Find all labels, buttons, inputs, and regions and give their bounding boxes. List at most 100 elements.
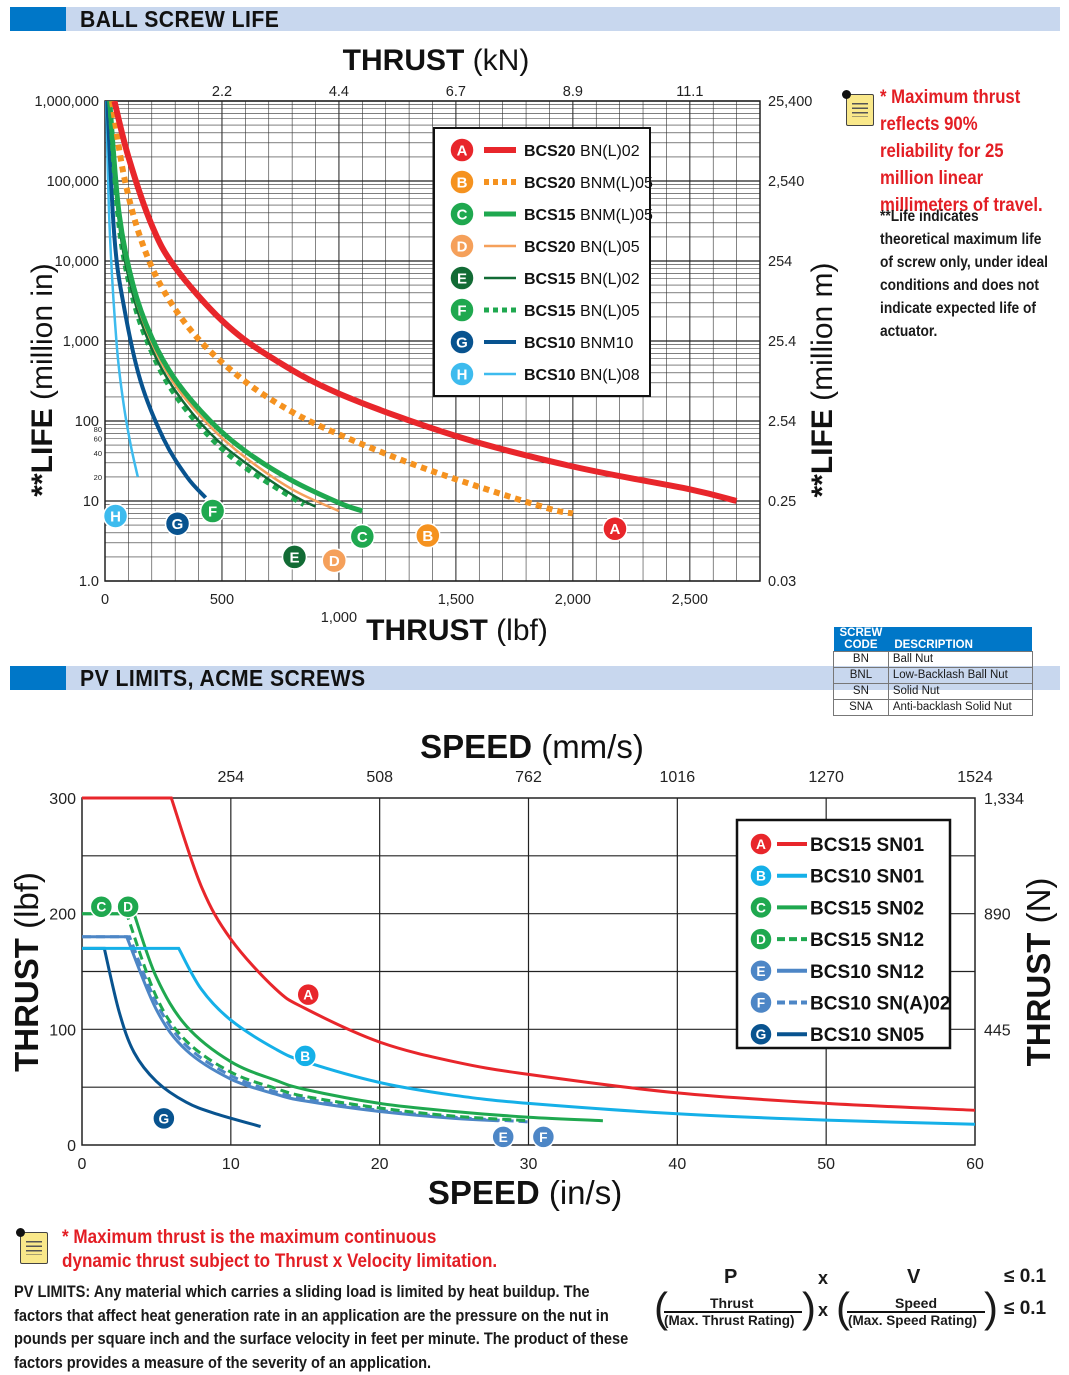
legend-label-rest: BNM(L)05	[576, 207, 653, 224]
formula-p: P	[724, 1266, 738, 1288]
top-tick-label: 1016	[660, 769, 696, 786]
right-tick-label: 2,540	[768, 174, 804, 190]
desc-cell: Ball Nut	[887, 651, 1033, 668]
y-axis-title-unit: (million in)	[26, 263, 59, 408]
right-tick-label: 25.4	[768, 334, 796, 350]
y-axis-title-bold: **LIFE	[806, 409, 839, 497]
legend-label-bold: BCS15	[524, 207, 576, 224]
formula-thrust: Thrust	[710, 1295, 754, 1311]
series-badge-letter: F	[539, 1130, 547, 1145]
series-badge-letter: A	[303, 988, 313, 1003]
y-axis-title-right: THRUST (N)	[1020, 878, 1057, 1067]
top-tick-label: 11.1	[676, 84, 703, 100]
series-badge-g	[449, 329, 475, 355]
y-tick-label: 100	[75, 414, 99, 430]
series-badge-letter: E	[457, 270, 467, 287]
desc-cell: Low-Backlash Ball Nut	[887, 667, 1033, 684]
series-badge-e	[281, 544, 308, 570]
series-badge-letter: E	[756, 964, 765, 979]
series-group	[105, 101, 738, 517]
life-section-header: BALL SCREW LIFE	[10, 7, 1060, 32]
y-minor-tick-label: 60	[94, 435, 102, 444]
top-tick-label: 762	[515, 769, 542, 786]
top-tick-label: 1270	[808, 769, 844, 786]
y-axis-title-unit: (million m)	[806, 262, 839, 409]
series-line-c	[82, 912, 603, 1123]
right-tick-label: 890	[984, 907, 1011, 924]
legend-label-bold: BCS15	[524, 303, 576, 320]
legend-label: BCS20 BN(L)05	[524, 239, 640, 256]
series-badge-letter: C	[457, 206, 468, 223]
series-badge-h	[449, 361, 475, 387]
y-tick-label: 1.0	[79, 574, 99, 590]
series-line-a	[82, 796, 975, 1112]
y-tick-label: 200	[49, 907, 76, 924]
series-badge-a	[449, 137, 475, 163]
series-line-h	[105, 101, 140, 478]
series-line-g	[105, 101, 208, 500]
series-badge-letter: H	[457, 366, 468, 383]
series-badge-letter: D	[756, 932, 766, 947]
legend-label: BCS10 SN05	[810, 1025, 924, 1046]
series-badge-f	[199, 498, 226, 524]
legend-label: BCS15 SN02	[810, 898, 924, 919]
x-axis-title-bold: THRUST	[366, 614, 488, 647]
legend-label: BCS10 SN(A)02	[810, 994, 950, 1015]
legend-label: BCS20 BNM(L)05	[524, 175, 653, 192]
series-badge-c	[749, 895, 773, 920]
y-axis-title-left: THRUST (lbf)	[8, 872, 45, 1072]
series-badge-e	[449, 265, 475, 291]
plot-frame	[104, 100, 761, 582]
legend-label-bold: BCS20	[524, 143, 576, 160]
paren-close-2: )	[984, 1284, 998, 1331]
paren-open-2: (	[836, 1284, 850, 1331]
series-badge-f	[749, 990, 773, 1015]
code-header: SCREW CODE	[833, 627, 889, 652]
x-axis-title-unit: (lbf)	[488, 614, 548, 647]
series-badge-letter: F	[757, 995, 765, 1010]
section-accent	[10, 666, 66, 690]
top-axis-title-bold: THRUST	[343, 44, 465, 77]
desc-header: DESCRIPTION	[888, 627, 1033, 652]
series-badge-letter: B	[300, 1049, 310, 1064]
legend-label-rest: BN(L)08	[576, 367, 640, 384]
table-row: BN Ball Nut	[833, 651, 1033, 668]
y-tick-label: 300	[49, 791, 76, 808]
legend-label-rest: BN(L)02	[576, 271, 640, 288]
paren-close-1: )	[802, 1284, 816, 1331]
series-badge-g	[749, 1022, 773, 1046]
series-badge-e	[749, 959, 773, 983]
top-tick-label: 508	[366, 769, 393, 786]
note-icon	[842, 90, 874, 126]
note-icon	[16, 1228, 48, 1264]
right-tick-label: 25,400	[768, 94, 812, 110]
legend-label-rest: BNM(L)05	[576, 175, 653, 192]
legend-label-bold: BCS20	[524, 175, 576, 192]
legend-label: BCS10 SN12	[810, 962, 924, 983]
x-tick-label: 20	[371, 1156, 389, 1173]
series-line-a	[111, 101, 738, 504]
series-badge-letter: C	[96, 900, 106, 915]
series-badge-g	[164, 510, 191, 537]
series-badge-letter: G	[456, 334, 468, 351]
code-cell: BNL	[833, 667, 889, 684]
pv-section-title: PV LIMITS, ACME SCREWS	[80, 665, 366, 691]
x-tick-label: 2,000	[555, 592, 591, 608]
formula-speed: Speed	[895, 1295, 938, 1311]
series-line-c	[107, 101, 364, 514]
y-minor-tick-label: 40	[94, 449, 102, 458]
series-badge-letter: A	[756, 837, 766, 852]
top-tick-label: 2.2	[212, 84, 232, 100]
legend-box	[433, 127, 651, 397]
right-tick-label: 0.25	[768, 494, 796, 510]
y-tick-label: 100,000	[47, 174, 99, 190]
section-accent	[10, 7, 66, 31]
x-tick-label: 50	[817, 1156, 835, 1173]
top-tick-label: 8.9	[563, 84, 583, 100]
y-axis-title-bold: THRUST	[8, 938, 45, 1072]
x-axis-title-bold: SPEED	[428, 1174, 540, 1211]
series-line-e	[82, 935, 499, 1123]
legend-label-bold: BCS10	[524, 367, 576, 384]
series-badge-a	[749, 832, 773, 856]
legend-label-bold: BCS20	[524, 239, 576, 256]
